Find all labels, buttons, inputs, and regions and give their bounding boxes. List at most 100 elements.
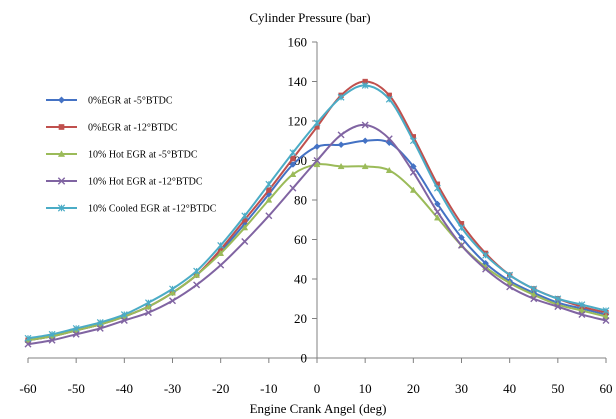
data-point	[120, 316, 128, 324]
legend: 0%EGR at -5°BTDC 0%EGR at -12°BTDC 10% Hot…	[46, 96, 217, 215]
x-tick-label: -40	[116, 381, 133, 396]
data-point	[193, 271, 201, 278]
data-point	[602, 316, 610, 324]
y-tick-label: 40	[294, 272, 307, 287]
data-point	[578, 301, 586, 309]
data-point	[313, 157, 321, 164]
series-5	[24, 82, 610, 342]
x-tick-label: 0	[314, 381, 321, 396]
data-point	[193, 267, 201, 275]
data-point	[241, 237, 249, 245]
legend-label: 0%EGR at -12°BTDC	[88, 123, 178, 134]
data-point	[72, 330, 80, 338]
legend-item: 0%EGR at -5°BTDC	[46, 96, 173, 107]
y-tick-label: 20	[294, 311, 307, 326]
x-tick-label: 40	[503, 381, 516, 396]
data-point	[434, 200, 441, 208]
data-point	[578, 311, 586, 319]
data-point	[602, 313, 610, 320]
y-tick-label: 120	[288, 114, 308, 129]
data-point	[506, 279, 514, 286]
legend-label: 10% Hot EGR at -12°BTDC	[88, 177, 203, 188]
data-point	[530, 285, 538, 293]
legend-marker	[57, 150, 66, 157]
data-point	[289, 184, 297, 192]
data-point	[554, 295, 562, 303]
legend-marker	[57, 177, 66, 185]
data-point	[313, 160, 321, 168]
data-point	[337, 131, 345, 139]
data-point	[361, 137, 369, 145]
x-tick-label: 30	[455, 381, 468, 396]
data-point	[458, 234, 465, 241]
data-point	[72, 324, 80, 332]
data-point	[409, 186, 417, 193]
data-point	[217, 261, 225, 269]
y-tick-label: 0	[301, 351, 308, 366]
legend-item: 0%EGR at -12°BTDC	[46, 123, 178, 134]
data-point	[602, 307, 610, 315]
data-point	[96, 319, 104, 326]
legend-item: 10% Hot EGR at -5°BTDC	[46, 150, 198, 161]
data-point	[506, 283, 514, 291]
data-point	[144, 309, 152, 317]
data-point	[385, 95, 393, 103]
data-point	[217, 242, 225, 249]
data-point	[289, 149, 297, 157]
data-point	[530, 295, 538, 303]
data-point	[144, 299, 152, 307]
data-point	[385, 166, 393, 174]
data-point	[313, 143, 321, 151]
x-tick-label: 10	[359, 381, 372, 396]
data-point	[361, 82, 369, 89]
data-point	[578, 307, 586, 314]
data-point	[169, 289, 176, 296]
x-tick-label: 50	[551, 381, 564, 396]
data-point	[144, 303, 152, 310]
x-tick-label: 60	[600, 381, 613, 396]
data-point	[266, 187, 272, 193]
data-point	[482, 251, 490, 259]
y-tick-label: 80	[294, 193, 307, 208]
x-tick-label: -50	[67, 381, 84, 396]
data-point	[241, 212, 249, 220]
data-point	[409, 137, 417, 145]
x-tick-label: -30	[164, 381, 181, 396]
data-point	[337, 162, 345, 170]
data-point	[337, 141, 345, 149]
x-tick-label: 20	[407, 381, 420, 396]
data-point	[289, 161, 297, 168]
data-point	[265, 212, 273, 220]
data-point	[361, 121, 369, 129]
legend-marker	[58, 124, 65, 130]
legend-label: 10% Cooled EGR at -12°BTDC	[88, 204, 217, 215]
data-point	[169, 285, 176, 293]
data-point	[241, 224, 249, 231]
data-point	[169, 297, 176, 305]
legend-marker	[57, 96, 66, 104]
y-tick-label: 60	[294, 232, 307, 247]
legend-label: 0%EGR at -5°BTDC	[88, 96, 173, 107]
y-tick-label: 160	[288, 35, 308, 50]
series-4	[24, 121, 610, 348]
data-point	[482, 265, 490, 273]
data-point	[290, 155, 296, 162]
data-point	[530, 291, 538, 298]
data-point	[409, 168, 417, 176]
data-point	[433, 214, 441, 221]
data-point	[48, 336, 56, 344]
data-point	[433, 184, 441, 192]
data-point	[120, 311, 128, 318]
axes: -60 -50 -40 -30 -20 -10 0 10 20 30 40 50 60 0 20 40 60 80…	[19, 35, 612, 397]
data-point	[96, 324, 104, 332]
data-point	[313, 119, 321, 127]
legend-item: 10% Hot EGR at -12°BTDC	[46, 177, 203, 188]
data-point	[217, 249, 225, 256]
data-point	[289, 170, 297, 177]
data-point	[433, 208, 441, 216]
x-tick-label: -60	[19, 381, 36, 396]
data-point	[458, 241, 465, 249]
legend-label: 10% Hot EGR at -5°BTDC	[88, 150, 198, 161]
